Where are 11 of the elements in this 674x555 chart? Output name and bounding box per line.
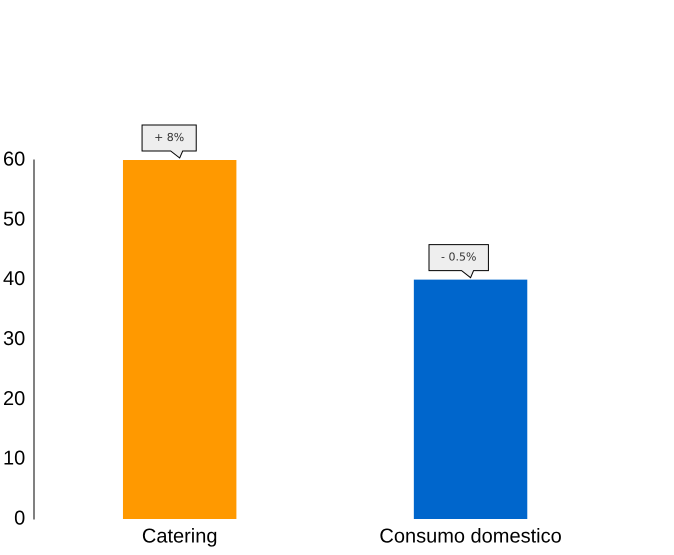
y-tick-label: 50	[2, 208, 26, 230]
annotation: - 0.5%	[441, 250, 476, 264]
y-tick-label: 10	[2, 448, 26, 470]
y-tick-label: 20	[2, 388, 26, 410]
x-tick-label: Catering	[142, 526, 218, 548]
x-tick-label: Consumo domestico	[379, 526, 562, 548]
y-tick-label: 60	[2, 148, 26, 171]
y-tick-label: 30	[2, 328, 26, 350]
y-tick-label: 0	[14, 508, 26, 530]
y-tick-label: 40	[2, 268, 26, 290]
annotation: + 8%	[154, 130, 184, 144]
